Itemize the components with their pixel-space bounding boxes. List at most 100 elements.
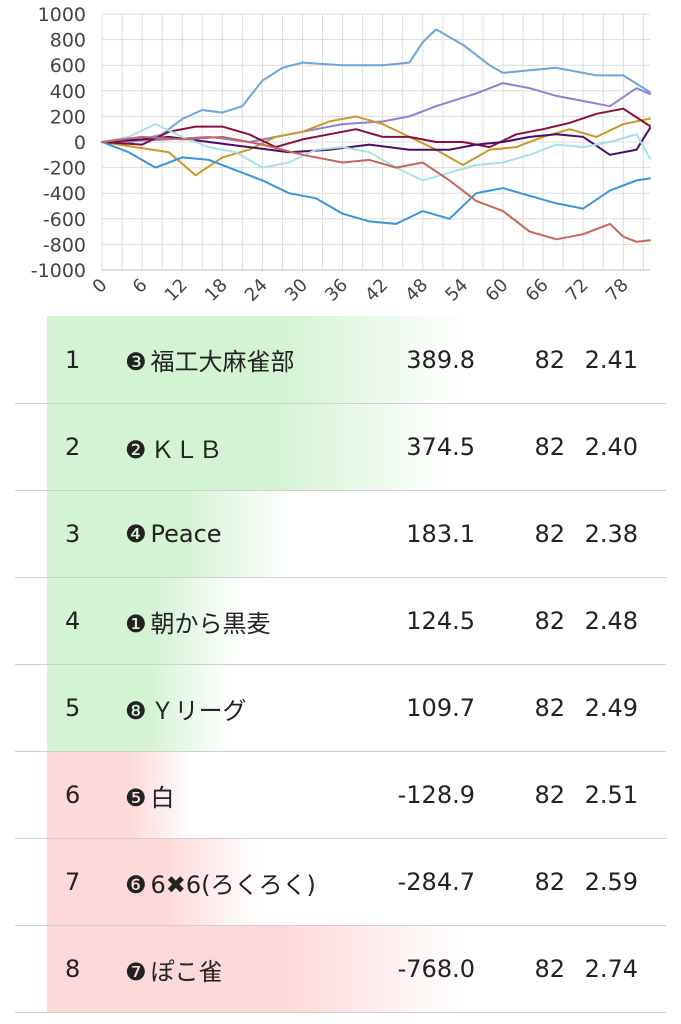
team-cell: ❶ 朝から黒麦: [125, 578, 365, 665]
series-line-1: [101, 28, 651, 146]
team-cell: ❸ 福工大麻雀部: [125, 316, 365, 404]
score-cell: 124.5: [406, 607, 475, 635]
seat-number-badge: ❶: [125, 609, 147, 638]
standings-row: 5 ❽ Ｙリーグ 109.7 82 2.49: [15, 664, 666, 752]
average-rank-cell: 2.49: [584, 694, 638, 722]
y-tick-label: -1000: [31, 260, 86, 282]
x-tick-label: 66: [522, 275, 553, 306]
games-cell: 82: [534, 694, 565, 722]
team-name: Peace: [150, 520, 222, 548]
score-cell: -284.7: [397, 868, 475, 896]
team-name: 6✖6(ろくろく): [150, 870, 316, 899]
rank-cell: 5: [65, 694, 81, 722]
standings-table: 1 ❸ 福工大麻雀部 389.8 82 2.41 2 ❷ ＫＬＢ 374.5 82 2.40 3 ❹ Pea…: [15, 316, 666, 1013]
series-line-8: [101, 135, 651, 243]
series-line-5: [101, 127, 651, 156]
team-cell: ❼ ぽこ雀: [125, 926, 365, 1013]
y-tick-label: -600: [43, 209, 86, 231]
rank-cell: 1: [65, 345, 81, 374]
standings-row: 3 ❹ Peace 183.1 82 2.38: [15, 490, 666, 578]
y-tick-label: 1000: [38, 4, 86, 26]
seat-number-badge: ❺: [125, 783, 147, 812]
y-tick-label: 600: [50, 55, 86, 77]
x-tick-label: 12: [161, 275, 192, 306]
team-name: ぽこ雀: [150, 957, 223, 986]
seat-number-badge: ❸: [125, 348, 147, 376]
score-cell: -768.0: [397, 955, 475, 983]
y-axis-ticks: 1000 800 600 400 200 0 -200 -400 -600 -800 -1000: [31, 4, 86, 282]
team-cell: ❻ 6✖6(ろくろく): [125, 839, 365, 926]
x-tick-label: 0: [89, 275, 112, 298]
games-cell: 82: [534, 868, 565, 896]
rank-cell: 2: [65, 433, 81, 461]
y-tick-label: 200: [50, 106, 86, 128]
x-axis-ticks: 0 6 12 18 24 30 36 42 48 54 60 66 72 78: [89, 275, 633, 306]
team-name: 朝から黒麦: [150, 609, 271, 638]
standings-row: 8 ❼ ぽこ雀 -768.0 82 2.74: [15, 925, 666, 1013]
rank-cell: 3: [65, 520, 81, 548]
chart-grid: [101, 13, 650, 271]
average-rank-cell: 2.51: [584, 781, 638, 809]
y-tick-label: -200: [43, 158, 86, 180]
team-cell: ❷ ＫＬＢ: [125, 404, 365, 491]
seat-number-badge: ❽: [125, 696, 147, 725]
score-cell: 389.8: [406, 345, 475, 374]
standings-row: 1 ❸ 福工大麻雀部 389.8 82 2.41: [15, 316, 666, 404]
score-cell: 109.7: [406, 694, 475, 722]
seat-number-badge: ❻: [125, 870, 147, 899]
series-line-3: [101, 115, 651, 177]
x-tick-label: 48: [401, 275, 432, 306]
average-rank-cell: 2.40: [584, 433, 638, 461]
x-tick-label: 72: [562, 275, 593, 306]
games-cell: 82: [534, 781, 565, 809]
y-tick-label: 0: [74, 132, 86, 154]
team-name: Ｙリーグ: [150, 696, 247, 725]
x-tick-label: 54: [441, 275, 472, 306]
seat-number-badge: ❹: [125, 520, 147, 548]
standings-row: 6 ❺ 白 -128.9 82 2.51: [15, 751, 666, 839]
team-cell: ❹ Peace: [125, 491, 365, 578]
team-name: ＫＬＢ: [150, 435, 223, 464]
average-rank-cell: 2.38: [584, 520, 638, 548]
team-cell: ❽ Ｙリーグ: [125, 665, 365, 752]
rank-cell: 6: [65, 781, 81, 809]
rank-cell: 7: [65, 868, 81, 896]
x-tick-label: 36: [321, 275, 352, 306]
x-tick-label: 60: [481, 275, 512, 306]
x-tick-label: 24: [241, 275, 272, 306]
average-rank-cell: 2.48: [584, 607, 638, 635]
standings-row: 7 ❻ 6✖6(ろくろく) -284.7 82 2.59: [15, 838, 666, 926]
y-tick-label: 400: [50, 81, 86, 103]
x-tick-label: 6: [129, 275, 152, 298]
seat-number-badge: ❷: [125, 435, 147, 464]
x-tick-label: 30: [281, 275, 312, 306]
average-rank-cell: 2.74: [584, 955, 638, 983]
rank-cell: 4: [65, 607, 81, 635]
rank-cell: 8: [65, 955, 81, 983]
x-tick-label: 42: [361, 275, 392, 306]
score-cell: 183.1: [406, 520, 475, 548]
series-line-7: [101, 141, 651, 225]
x-tick-label: 78: [602, 275, 633, 306]
average-rank-cell: 2.41: [584, 345, 638, 374]
games-cell: 82: [534, 520, 565, 548]
team-name: 福工大麻雀部: [150, 348, 295, 376]
y-tick-label: -800: [43, 234, 86, 256]
team-name: 白: [150, 783, 175, 812]
games-cell: 82: [534, 433, 565, 461]
games-cell: 82: [534, 607, 565, 635]
games-cell: 82: [534, 955, 565, 983]
x-tick-label: 18: [201, 275, 232, 306]
series-line-4: [101, 107, 651, 149]
score-cell: -128.9: [397, 781, 475, 809]
series-line-6: [101, 123, 651, 182]
chart-series: [101, 28, 651, 243]
average-rank-cell: 2.59: [584, 868, 638, 896]
standings-row: 2 ❷ ＫＬＢ 374.5 82 2.40: [15, 403, 666, 491]
games-cell: 82: [534, 345, 565, 374]
y-tick-label: 800: [50, 30, 86, 52]
score-history-chart: 1000 800 600 400 200 0 -200 -400 -600 -800 -1000 0…: [0, 0, 681, 315]
score-cell: 374.5: [406, 433, 475, 461]
